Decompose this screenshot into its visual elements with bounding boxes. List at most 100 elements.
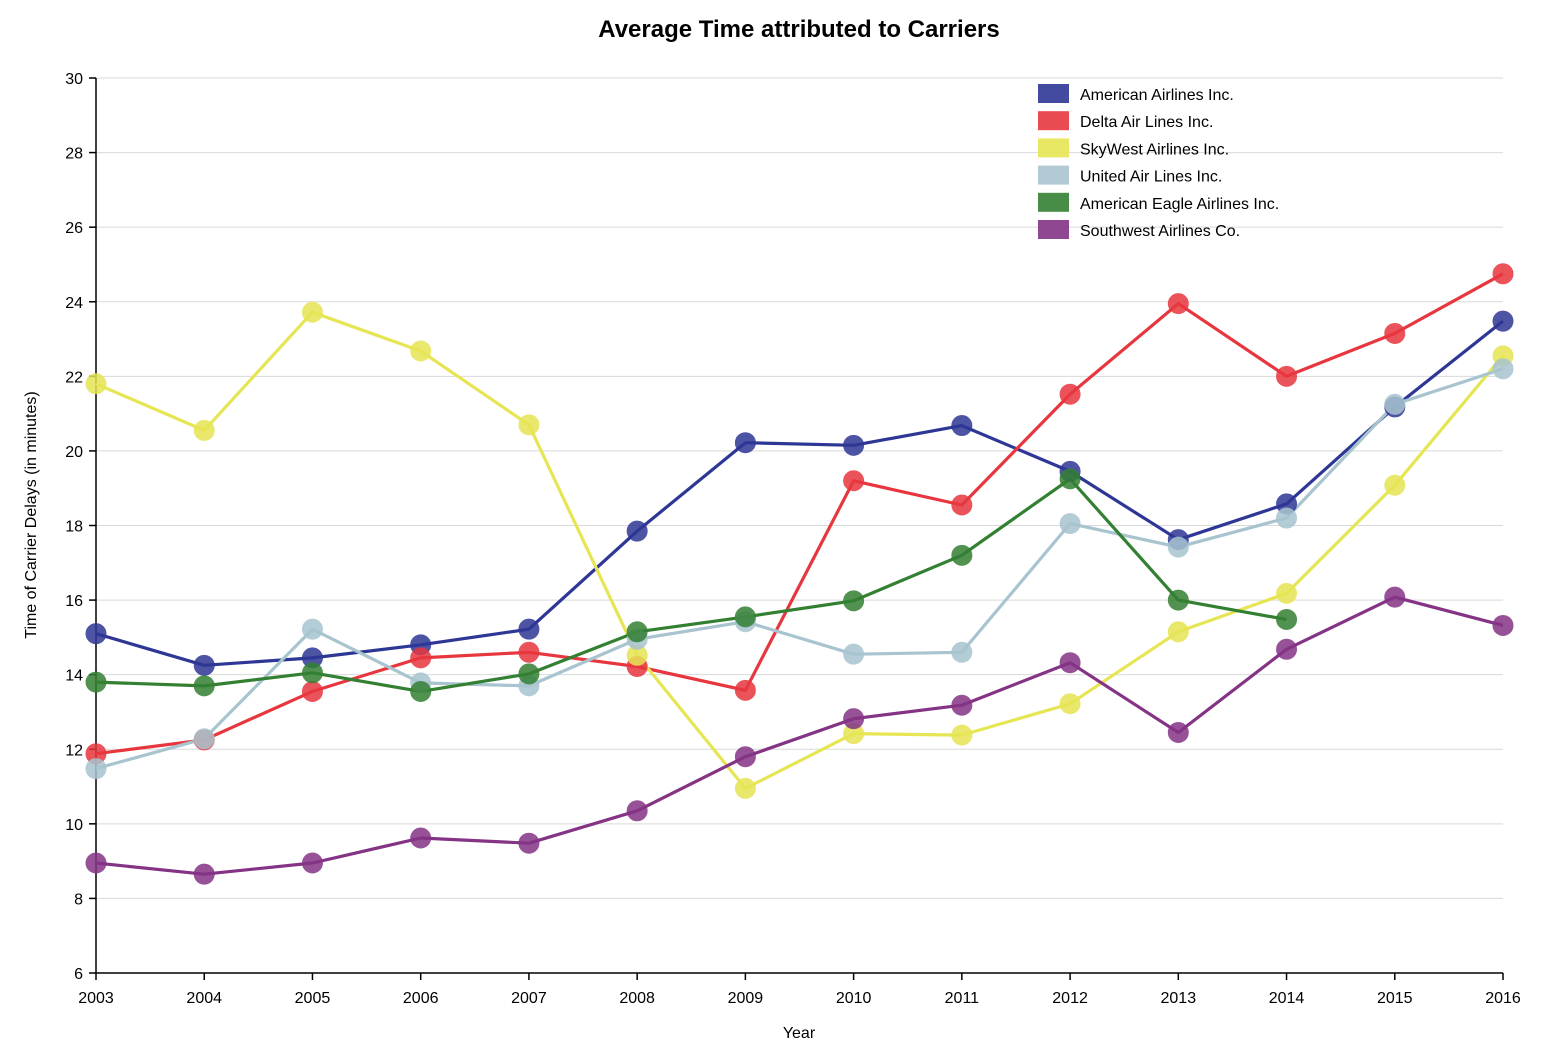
legend-label: American Airlines Inc. bbox=[1080, 87, 1234, 104]
data-point[interactable] bbox=[843, 470, 865, 492]
y-tick-label: 22 bbox=[65, 369, 83, 386]
data-point[interactable] bbox=[518, 618, 540, 640]
data-point[interactable] bbox=[626, 800, 648, 822]
legend-swatch bbox=[1038, 165, 1069, 185]
data-point[interactable] bbox=[85, 623, 107, 645]
data-point[interactable] bbox=[1167, 721, 1189, 743]
legend-swatch bbox=[1038, 192, 1069, 212]
data-point[interactable] bbox=[1276, 638, 1298, 660]
data-point[interactable] bbox=[951, 724, 973, 746]
data-point[interactable] bbox=[1384, 586, 1406, 608]
data-point[interactable] bbox=[843, 643, 865, 665]
data-point[interactable] bbox=[951, 641, 973, 663]
data-point[interactable] bbox=[518, 663, 540, 685]
y-axis-label: Time of Carrier Delays (in minutes) bbox=[23, 391, 40, 638]
data-point[interactable] bbox=[843, 708, 865, 730]
data-point[interactable] bbox=[85, 852, 107, 874]
x-tick-label: 2012 bbox=[1052, 990, 1088, 1007]
data-point[interactable] bbox=[193, 675, 215, 697]
legend-label: Delta Air Lines Inc. bbox=[1080, 114, 1213, 131]
x-axis-label: Year bbox=[783, 1025, 816, 1042]
data-point[interactable] bbox=[1167, 293, 1189, 315]
x-tick-label: 2010 bbox=[836, 990, 872, 1007]
data-point[interactable] bbox=[410, 647, 432, 669]
data-point[interactable] bbox=[1059, 652, 1081, 674]
data-point[interactable] bbox=[1384, 474, 1406, 496]
data-point[interactable] bbox=[1492, 263, 1514, 285]
series-line-6 bbox=[95, 595, 1504, 876]
data-point[interactable] bbox=[301, 852, 323, 874]
data-point[interactable] bbox=[193, 654, 215, 676]
y-tick-label: 16 bbox=[65, 593, 83, 610]
y-tick-label: 10 bbox=[65, 817, 83, 834]
data-point[interactable] bbox=[410, 827, 432, 849]
data-point[interactable] bbox=[1276, 608, 1298, 630]
data-point[interactable] bbox=[1167, 621, 1189, 643]
data-point[interactable] bbox=[1059, 693, 1081, 715]
data-point[interactable] bbox=[1276, 507, 1298, 529]
chart-title: Average Time attributed to Carriers bbox=[598, 16, 999, 43]
legend-label: Southwest Airlines Co. bbox=[1080, 223, 1240, 240]
x-tick-label: 2016 bbox=[1485, 990, 1521, 1007]
data-point[interactable] bbox=[951, 544, 973, 566]
data-point[interactable] bbox=[951, 494, 973, 516]
data-point[interactable] bbox=[518, 641, 540, 663]
data-point[interactable] bbox=[1276, 365, 1298, 387]
x-tick-label: 2009 bbox=[728, 990, 764, 1007]
data-point[interactable] bbox=[734, 679, 756, 701]
data-point[interactable] bbox=[626, 621, 648, 643]
data-point[interactable] bbox=[85, 758, 107, 780]
x-tick-label: 2003 bbox=[78, 990, 114, 1007]
data-point[interactable] bbox=[1059, 513, 1081, 535]
y-tick-label: 24 bbox=[65, 295, 83, 312]
data-point[interactable] bbox=[1276, 582, 1298, 604]
data-point[interactable] bbox=[626, 520, 648, 542]
x-tick-label: 2013 bbox=[1161, 990, 1197, 1007]
data-point[interactable] bbox=[1492, 614, 1514, 636]
data-point[interactable] bbox=[410, 680, 432, 702]
data-point[interactable] bbox=[193, 728, 215, 750]
data-point[interactable] bbox=[193, 419, 215, 441]
y-tick-label: 8 bbox=[74, 891, 83, 908]
data-point[interactable] bbox=[85, 671, 107, 693]
data-point[interactable] bbox=[734, 777, 756, 799]
x-tick-label: 2007 bbox=[511, 990, 547, 1007]
data-point[interactable] bbox=[734, 746, 756, 768]
data-point[interactable] bbox=[1492, 358, 1514, 380]
axes: 6 8 10 12 14 16 18 20 22 24 26 28 30 2003 2004 2005 2006… bbox=[65, 71, 1521, 1007]
data-point[interactable] bbox=[85, 373, 107, 395]
data-point[interactable] bbox=[518, 832, 540, 854]
data-point[interactable] bbox=[301, 301, 323, 323]
data-point[interactable] bbox=[1167, 536, 1189, 558]
data-point[interactable] bbox=[193, 863, 215, 885]
data-point[interactable] bbox=[1059, 468, 1081, 490]
data-point[interactable] bbox=[518, 414, 540, 436]
series-line-2 bbox=[95, 272, 1504, 756]
data-point[interactable] bbox=[301, 618, 323, 640]
legend-label: American Eagle Airlines Inc. bbox=[1080, 196, 1279, 213]
legend-swatch bbox=[1038, 220, 1069, 239]
y-tick-label: 6 bbox=[74, 966, 83, 983]
data-point[interactable] bbox=[410, 340, 432, 362]
data-point[interactable] bbox=[1384, 322, 1406, 344]
data-point[interactable] bbox=[301, 680, 323, 702]
y-tick-label: 20 bbox=[65, 444, 83, 461]
series-points bbox=[85, 263, 1514, 885]
data-point[interactable] bbox=[301, 662, 323, 684]
data-point[interactable] bbox=[1492, 310, 1514, 332]
data-point[interactable] bbox=[951, 415, 973, 437]
x-tick-label: 2004 bbox=[186, 990, 222, 1007]
data-point[interactable] bbox=[843, 590, 865, 612]
data-point[interactable] bbox=[1167, 589, 1189, 611]
data-point[interactable] bbox=[734, 606, 756, 628]
data-point[interactable] bbox=[951, 694, 973, 716]
data-point[interactable] bbox=[734, 432, 756, 454]
x-tick-label: 2011 bbox=[945, 990, 980, 1007]
series-line-1 bbox=[95, 319, 1504, 667]
data-point[interactable] bbox=[1059, 383, 1081, 405]
legend-swatch bbox=[1038, 84, 1069, 103]
data-point[interactable] bbox=[843, 434, 865, 456]
data-point[interactable] bbox=[1384, 393, 1406, 415]
